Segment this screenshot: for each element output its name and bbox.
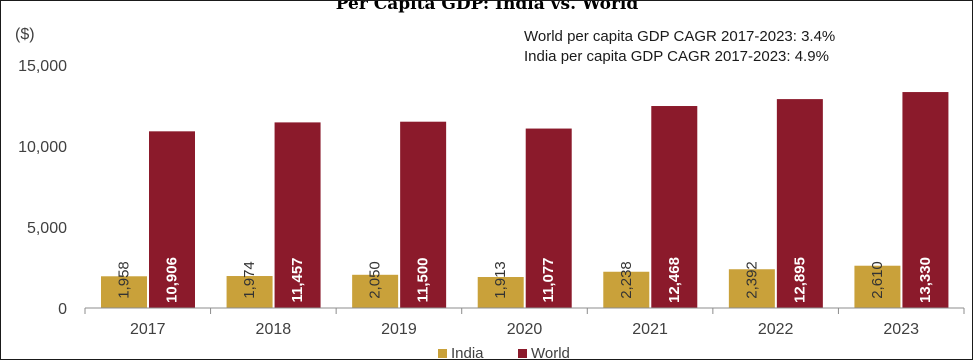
- bar-value-label-india: 2,238: [618, 261, 635, 299]
- bar-india: [226, 276, 273, 308]
- legend-swatch-world: [518, 349, 527, 358]
- india-cagr-annotation: India per capita GDP CAGR 2017-2023: 4.9…: [524, 48, 829, 65]
- bar-value-label-india: 1,974: [241, 261, 258, 299]
- x-tick-label: 2020: [507, 321, 543, 338]
- bar-india: [603, 271, 650, 308]
- y-unit-label: ($): [15, 26, 35, 43]
- x-tick-label: 2023: [883, 321, 919, 338]
- bars: 1,958 10,906 1,974 11,457 2,050 11,500 1,913 11…: [101, 92, 949, 308]
- bar-world: [776, 99, 823, 308]
- bar-india: [728, 269, 775, 308]
- bar-world: [149, 131, 195, 308]
- bar-value-label-india: 1,913: [492, 261, 509, 299]
- x-axis: 2017 2018 2019 2020 2021 2022 2023: [84, 307, 965, 338]
- bar-world: [274, 122, 321, 308]
- bar-india: [854, 265, 901, 308]
- world-cagr-annotation: World per capita GDP CAGR 2017-2023: 3.4…: [524, 28, 835, 45]
- bar-world: [400, 121, 447, 308]
- bar-value-label-world: 11,500: [415, 257, 432, 302]
- bar-world: [525, 128, 572, 308]
- legend-label-world: World: [531, 345, 570, 361]
- bar-value-label-world: 11,077: [540, 257, 557, 302]
- y-tick-label: 15,000: [18, 58, 67, 75]
- bar-india: [352, 274, 399, 308]
- chart-title: Per Capita GDP: India vs. World: [336, 1, 639, 14]
- x-tick-label: 2019: [381, 321, 417, 338]
- bar-india: [477, 277, 524, 308]
- y-tick-label: 10,000: [18, 139, 67, 156]
- bar-value-label-india: 2,392: [743, 261, 760, 299]
- legend-swatch-india: [438, 349, 447, 358]
- bar-world: [651, 106, 698, 308]
- y-axis: 0 5,000 10,000 15,000: [18, 58, 67, 318]
- bar-world: [902, 92, 949, 308]
- legend-label-india: India: [451, 345, 484, 361]
- bar-value-label-india: 1,958: [116, 261, 133, 299]
- bar-value-label-world: 10,906: [164, 257, 181, 303]
- bar-value-label-india: 2,050: [367, 261, 384, 299]
- x-tick-label: 2018: [256, 321, 292, 338]
- bar-value-label-world: 11,457: [289, 257, 306, 302]
- x-tick-label: 2017: [130, 321, 166, 338]
- y-tick-label: 5,000: [27, 220, 67, 237]
- y-tick-label: 0: [58, 301, 67, 318]
- legend: India World: [438, 345, 570, 361]
- bar-india: [101, 276, 147, 308]
- bar-value-label-world: 12,895: [791, 257, 808, 303]
- x-tick-label: 2022: [758, 321, 794, 338]
- bar-value-label-india: 2,610: [869, 261, 886, 299]
- bar-value-label-world: 12,468: [666, 257, 683, 303]
- bar-value-label-world: 13,330: [917, 257, 934, 303]
- x-tick-label: 2021: [632, 321, 668, 338]
